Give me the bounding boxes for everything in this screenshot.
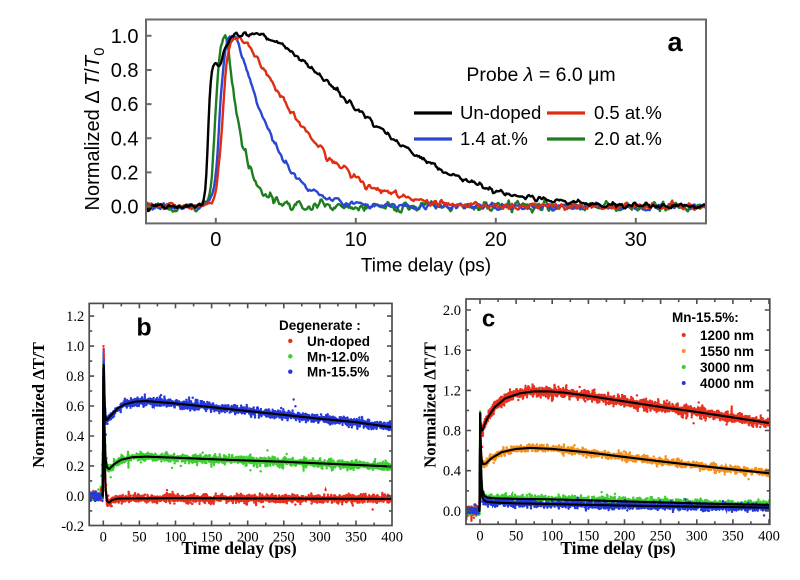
svg-text:1.2: 1.2 <box>443 383 461 399</box>
svg-text:c: c <box>482 306 495 333</box>
svg-text:400: 400 <box>758 528 780 544</box>
svg-text:1.6: 1.6 <box>443 343 461 359</box>
svg-text:2.0: 2.0 <box>443 303 461 319</box>
svg-text:0.0: 0.0 <box>111 197 139 219</box>
svg-text:0: 0 <box>476 528 483 544</box>
svg-text:0.2: 0.2 <box>66 459 84 475</box>
svg-text:Mn-15.5%: Mn-15.5% <box>307 365 369 380</box>
svg-text:350: 350 <box>722 528 744 544</box>
svg-text:300: 300 <box>686 528 708 544</box>
svg-text:1.2: 1.2 <box>66 309 84 325</box>
svg-text:0: 0 <box>100 530 107 546</box>
svg-text:250: 250 <box>273 530 295 546</box>
svg-text:0.2: 0.2 <box>111 162 139 184</box>
svg-text:0.4: 0.4 <box>443 464 462 480</box>
svg-text:200: 200 <box>237 530 259 546</box>
svg-text:20: 20 <box>485 229 507 251</box>
svg-text:1.0: 1.0 <box>111 26 139 48</box>
svg-text:Un-doped: Un-doped <box>307 334 370 349</box>
svg-text:3000 nm: 3000 nm <box>700 360 754 375</box>
svg-text:Time delay (ps): Time delay (ps) <box>361 256 491 277</box>
svg-text:Time delay (ps): Time delay (ps) <box>560 538 676 558</box>
svg-text:Normalized ΔT/T: Normalized ΔT/T <box>421 342 440 468</box>
svg-text:200: 200 <box>614 528 636 544</box>
svg-text:Mn-12.0%: Mn-12.0% <box>307 349 369 364</box>
svg-text:1550 nm: 1550 nm <box>700 344 754 359</box>
svg-text:4000 nm: 4000 nm <box>700 376 754 391</box>
svg-text:0.5 at.%: 0.5 at.% <box>594 102 662 123</box>
svg-text:Normalized Δ T/T0: Normalized Δ T/T0 <box>82 48 108 211</box>
svg-text:Degenerate :: Degenerate : <box>279 318 361 333</box>
svg-text:2.0 at.%: 2.0 at.% <box>594 128 662 149</box>
svg-text:50: 50 <box>509 528 524 544</box>
svg-text:350: 350 <box>345 530 367 546</box>
svg-text:b: b <box>136 314 151 342</box>
svg-text:10: 10 <box>345 229 367 251</box>
svg-text:0.6: 0.6 <box>111 94 139 116</box>
svg-text:-0.2: -0.2 <box>61 519 84 535</box>
svg-text:100: 100 <box>165 530 187 546</box>
svg-text:Mn-15.5%:: Mn-15.5%: <box>672 310 739 325</box>
svg-text:400: 400 <box>381 530 403 546</box>
svg-text:1200 nm: 1200 nm <box>700 328 754 343</box>
svg-text:0.4: 0.4 <box>66 429 85 445</box>
svg-text:0: 0 <box>210 229 221 251</box>
svg-text:0.0: 0.0 <box>443 504 461 520</box>
svg-text:150: 150 <box>578 528 600 544</box>
svg-text:0.0: 0.0 <box>66 489 84 505</box>
svg-text:a: a <box>667 27 683 57</box>
svg-text:30: 30 <box>625 229 647 251</box>
svg-text:1.0: 1.0 <box>66 339 84 355</box>
svg-text:0.6: 0.6 <box>66 399 84 415</box>
svg-text:0.8: 0.8 <box>111 60 139 82</box>
svg-text:Un-doped: Un-doped <box>460 102 541 123</box>
svg-text:Time delay (ps): Time delay (ps) <box>181 538 297 558</box>
svg-text:1.4 at.%: 1.4 at.% <box>460 128 528 149</box>
svg-text:0.4: 0.4 <box>111 128 139 150</box>
svg-text:0.8: 0.8 <box>66 369 84 385</box>
svg-text:Probe λ = 6.0 μm: Probe λ = 6.0 μm <box>466 64 615 86</box>
svg-text:Normalized ΔT/T: Normalized ΔT/T <box>29 342 48 468</box>
svg-text:50: 50 <box>132 530 147 546</box>
svg-text:0.8: 0.8 <box>443 424 461 440</box>
svg-text:150: 150 <box>201 530 223 546</box>
svg-text:100: 100 <box>541 528 563 544</box>
svg-text:300: 300 <box>309 530 331 546</box>
svg-text:250: 250 <box>650 528 672 544</box>
